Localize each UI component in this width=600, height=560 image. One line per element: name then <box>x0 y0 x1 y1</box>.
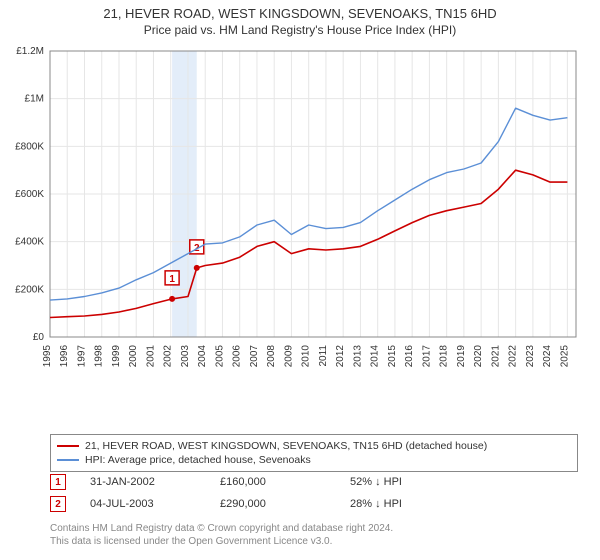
chart-area: £0£200K£400K£600K£800K£1M£1.2M1995199619… <box>50 45 580 385</box>
y-tick-label: £200K <box>15 284 44 295</box>
y-tick-label: £400K <box>15 237 44 248</box>
x-tick-label: 2003 <box>180 345 191 368</box>
sale-marker-label-1: 1 <box>169 274 175 285</box>
legend-box: 21, HEVER ROAD, WEST KINGSDOWN, SEVENOAK… <box>50 434 578 472</box>
y-tick-label: £800K <box>15 141 44 152</box>
x-tick-label: 2017 <box>421 345 432 368</box>
sale-badge-2: 2 <box>50 496 66 512</box>
x-tick-label: 2020 <box>473 345 484 368</box>
title-main: 21, HEVER ROAD, WEST KINGSDOWN, SEVENOAK… <box>0 6 600 21</box>
sale-row-1: 1 31-JAN-2002 £160,000 52% ↓ HPI <box>50 474 578 490</box>
y-tick-label: £1M <box>25 94 44 105</box>
x-tick-label: 2018 <box>439 345 450 368</box>
sale-price-2: £290,000 <box>220 498 350 510</box>
title-sub: Price paid vs. HM Land Registry's House … <box>0 23 600 37</box>
x-tick-label: 2005 <box>214 345 225 368</box>
y-tick-label: £600K <box>15 189 44 200</box>
sale-row-2: 2 04-JUL-2003 £290,000 28% ↓ HPI <box>50 496 578 512</box>
x-tick-label: 2014 <box>370 345 381 368</box>
x-tick-label: 2006 <box>232 345 243 368</box>
x-tick-label: 2008 <box>266 345 277 368</box>
sale-price-1: £160,000 <box>220 476 350 488</box>
x-tick-label: 2000 <box>128 345 139 368</box>
sale-date-1: 31-JAN-2002 <box>90 476 220 488</box>
x-tick-label: 2015 <box>387 345 398 368</box>
x-tick-label: 1997 <box>76 345 87 368</box>
chart-container: 21, HEVER ROAD, WEST KINGSDOWN, SEVENOAK… <box>0 0 600 560</box>
x-tick-label: 2013 <box>352 345 363 368</box>
chart-svg: £0£200K£400K£600K£800K£1M£1.2M1995199619… <box>50 45 580 385</box>
footer-line-2: This data is licensed under the Open Gov… <box>50 535 393 548</box>
legend-row-property: 21, HEVER ROAD, WEST KINGSDOWN, SEVENOAK… <box>57 439 571 453</box>
x-tick-label: 2022 <box>508 345 519 368</box>
x-tick-label: 2024 <box>542 345 553 368</box>
legend-label-hpi: HPI: Average price, detached house, Seve… <box>85 454 311 466</box>
x-tick-label: 2019 <box>456 345 467 368</box>
x-tick-label: 2007 <box>249 345 260 368</box>
sale-point-2 <box>194 265 200 271</box>
legend-row-hpi: HPI: Average price, detached house, Seve… <box>57 453 571 467</box>
x-tick-label: 2002 <box>163 345 174 368</box>
x-tick-label: 1996 <box>59 345 70 368</box>
title-block: 21, HEVER ROAD, WEST KINGSDOWN, SEVENOAK… <box>0 0 600 37</box>
sale-rows: 1 31-JAN-2002 £160,000 52% ↓ HPI 2 04-JU… <box>50 474 578 518</box>
legend-swatch-hpi <box>57 459 79 461</box>
x-tick-label: 2021 <box>490 345 501 368</box>
sale-date-2: 04-JUL-2003 <box>90 498 220 510</box>
x-tick-label: 1995 <box>42 345 53 368</box>
sale-delta-1: 52% ↓ HPI <box>350 476 402 488</box>
sale-delta-2: 28% ↓ HPI <box>350 498 402 510</box>
x-tick-label: 2010 <box>301 345 312 368</box>
x-tick-label: 2016 <box>404 345 415 368</box>
sale-point-1 <box>169 296 175 302</box>
legend-label-property: 21, HEVER ROAD, WEST KINGSDOWN, SEVENOAK… <box>85 440 487 452</box>
x-tick-label: 1999 <box>111 345 122 368</box>
y-tick-label: £0 <box>33 332 45 343</box>
sale-badge-1: 1 <box>50 474 66 490</box>
x-tick-label: 2012 <box>335 345 346 368</box>
y-tick-label: £1.2M <box>16 46 44 57</box>
footer: Contains HM Land Registry data © Crown c… <box>50 522 393 548</box>
footer-line-1: Contains HM Land Registry data © Crown c… <box>50 522 393 535</box>
x-tick-label: 2011 <box>318 345 329 367</box>
x-tick-label: 2001 <box>145 345 156 368</box>
x-tick-label: 2004 <box>197 345 208 368</box>
x-tick-label: 2025 <box>559 345 570 368</box>
x-tick-label: 2009 <box>283 345 294 368</box>
x-tick-label: 2023 <box>525 345 536 368</box>
x-tick-label: 1998 <box>94 345 105 368</box>
legend-swatch-property <box>57 445 79 447</box>
